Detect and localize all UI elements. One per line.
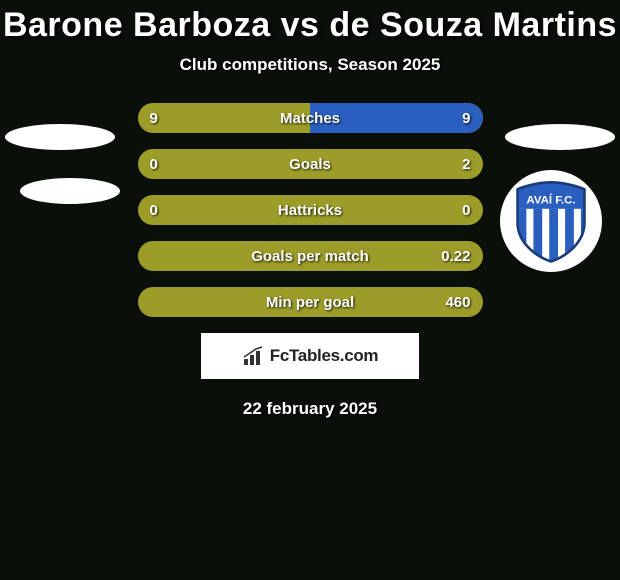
stat-value-right: 0.22	[441, 248, 470, 265]
stat-row: 0 Goals 2	[138, 149, 483, 179]
stat-value-left: 0	[150, 202, 158, 219]
stat-row: Goals per match 0.22	[138, 241, 483, 271]
stat-label: Hattricks	[278, 202, 342, 219]
stat-label: Matches	[280, 110, 340, 127]
svg-text:AVAÍ F.C.: AVAÍ F.C.	[526, 193, 575, 206]
stat-row: Min per goal 460	[138, 287, 483, 317]
stat-label: Min per goal	[266, 294, 354, 311]
comparison-infographic: Barone Barboza vs de Souza Martins Club …	[0, 0, 620, 580]
branding-box: FcTables.com	[201, 333, 419, 379]
stat-value-left: 0	[150, 156, 158, 173]
bar-chart-icon	[242, 345, 266, 367]
avai-fc-crest-icon: AVAÍ F.C.	[507, 177, 595, 265]
stat-value-right: 0	[462, 202, 470, 219]
left-team-badge-placeholder-2	[20, 178, 120, 204]
stat-label: Goals	[289, 156, 331, 173]
stat-value-right: 460	[445, 294, 470, 311]
date-text: 22 february 2025	[0, 399, 620, 419]
left-team-badge-placeholder-1	[5, 124, 115, 150]
right-team-badge: AVAÍ F.C.	[500, 170, 602, 272]
stat-value-right: 9	[462, 110, 470, 127]
page-title: Barone Barboza vs de Souza Martins	[0, 6, 620, 45]
stat-row: 0 Hattricks 0	[138, 195, 483, 225]
stat-value-left: 9	[150, 110, 158, 127]
right-team-badge-placeholder-1	[505, 124, 615, 150]
stat-label: Goals per match	[251, 248, 369, 265]
stat-row: 9 Matches 9	[138, 103, 483, 133]
branding-text: FcTables.com	[270, 346, 379, 366]
stat-rows: 9 Matches 9 0 Goals 2 0 Hattricks 0 Goals per mat…	[138, 103, 483, 317]
subtitle: Club competitions, Season 2025	[0, 55, 620, 75]
stat-value-right: 2	[462, 156, 470, 173]
